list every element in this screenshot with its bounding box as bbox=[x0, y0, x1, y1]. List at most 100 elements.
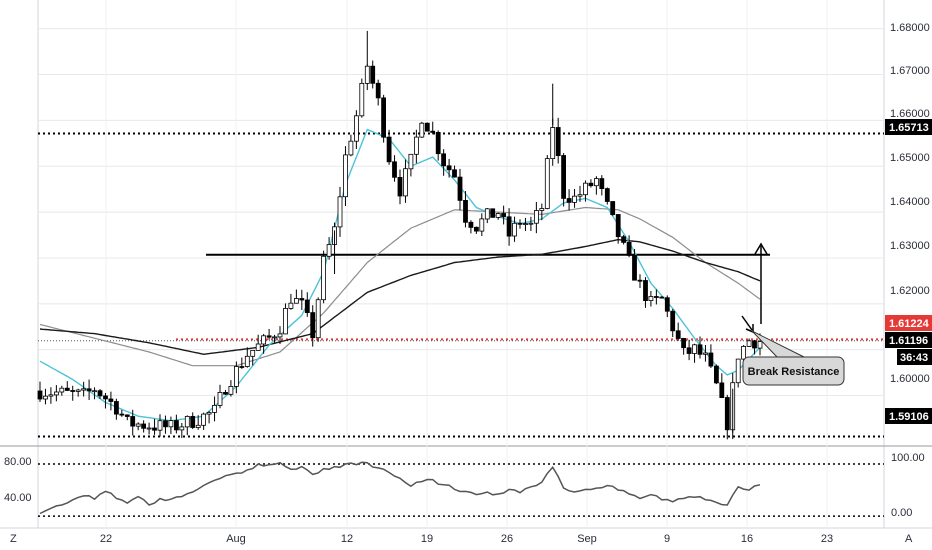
x-tick-label: 26 bbox=[501, 533, 513, 545]
candle-body bbox=[484, 208, 490, 220]
candle-body bbox=[703, 352, 708, 355]
candle-body bbox=[648, 296, 654, 301]
price-tag-1-61224 bbox=[885, 315, 932, 331]
candle-body bbox=[746, 340, 752, 347]
candle-body bbox=[457, 176, 463, 201]
candle-body bbox=[337, 196, 343, 228]
candle-body bbox=[615, 214, 621, 238]
osc-right-tick-label: 100.00 bbox=[891, 452, 925, 464]
candle-body bbox=[343, 154, 348, 198]
candle-body bbox=[435, 131, 441, 155]
candle-body bbox=[315, 299, 321, 339]
candle-body bbox=[534, 210, 539, 224]
y-tick-label: 1.62000 bbox=[890, 285, 930, 297]
candle-body bbox=[528, 222, 534, 225]
candle-body bbox=[446, 165, 452, 171]
candle-body bbox=[277, 333, 283, 338]
candle-body bbox=[233, 366, 239, 387]
osc-left-tick-label: 80.00 bbox=[4, 456, 32, 468]
candle-body bbox=[108, 398, 114, 402]
candle-body bbox=[403, 168, 408, 197]
candle-body bbox=[463, 199, 468, 223]
candle-body bbox=[86, 388, 92, 392]
candle-body bbox=[397, 176, 403, 197]
candle-body bbox=[523, 223, 528, 226]
sma-black-line bbox=[39, 238, 761, 356]
candle-body bbox=[135, 423, 141, 427]
candle-body bbox=[146, 427, 152, 430]
candle-body bbox=[201, 413, 207, 426]
price-tag-1-61196 bbox=[885, 332, 932, 348]
candle-body bbox=[735, 358, 741, 384]
auto-scale-icon[interactable]: A bbox=[905, 533, 913, 545]
candle-body bbox=[353, 115, 359, 142]
candle-body bbox=[190, 415, 196, 428]
callout-box bbox=[742, 356, 845, 386]
candle-body bbox=[217, 391, 223, 406]
candle-body bbox=[266, 335, 272, 338]
candle-body bbox=[610, 201, 616, 216]
x-tick-label: 22 bbox=[100, 533, 112, 545]
oscillator-panel bbox=[38, 461, 884, 517]
candle-body bbox=[659, 296, 665, 299]
candle-body bbox=[473, 226, 479, 232]
candle-body bbox=[244, 355, 250, 367]
x-tick-label: 16 bbox=[741, 533, 753, 545]
candle-body bbox=[654, 296, 659, 298]
candle-body bbox=[97, 390, 103, 397]
candle-body bbox=[381, 97, 387, 138]
candle-body bbox=[157, 420, 163, 431]
candle-body bbox=[604, 188, 610, 202]
candle-body bbox=[664, 297, 670, 312]
y-tick-label: 1.68000 bbox=[890, 22, 930, 34]
candle-body bbox=[621, 236, 626, 243]
candle-body bbox=[637, 279, 643, 282]
candle-body bbox=[288, 302, 294, 309]
candle-body bbox=[195, 424, 201, 428]
candle-body bbox=[310, 312, 316, 339]
candle-body bbox=[43, 395, 48, 400]
candle-body bbox=[550, 127, 556, 160]
candle-body bbox=[757, 341, 763, 349]
price-tag-label: 1.65713 bbox=[889, 122, 929, 134]
candle-body bbox=[490, 208, 496, 218]
annotation-label: Break Resistance bbox=[748, 366, 840, 378]
candle-body bbox=[299, 298, 305, 301]
price-tag-label: 1.61196 bbox=[889, 335, 928, 347]
candle-body bbox=[714, 365, 719, 384]
candle-body bbox=[643, 280, 648, 302]
candle-body bbox=[119, 413, 125, 416]
candle-body bbox=[179, 426, 185, 431]
candle-body bbox=[168, 420, 174, 428]
break-arrow bbox=[741, 315, 753, 331]
candle-body bbox=[130, 416, 136, 427]
candle-body bbox=[54, 391, 59, 396]
candle-body bbox=[386, 136, 392, 163]
drawings: Break Resistance bbox=[741, 242, 845, 386]
candle-body bbox=[124, 414, 130, 417]
candle-body bbox=[70, 390, 76, 392]
oscillator-axis: 80.00 40.00 100.00 0.00 bbox=[4, 452, 925, 519]
osc-line bbox=[39, 461, 761, 515]
candle-body bbox=[681, 337, 686, 349]
candle-body bbox=[468, 221, 474, 228]
y-tick-label: 1.63000 bbox=[890, 240, 930, 252]
candle-body bbox=[424, 122, 430, 132]
candle-body bbox=[413, 136, 419, 155]
candle-body bbox=[697, 344, 703, 355]
candle-body bbox=[152, 427, 157, 431]
candle-body bbox=[594, 178, 599, 187]
candle-body bbox=[392, 161, 397, 178]
candle-body bbox=[561, 155, 566, 199]
candle-body bbox=[223, 391, 228, 395]
timezone-icon[interactable]: Z bbox=[10, 533, 17, 545]
candle-body bbox=[501, 213, 507, 218]
candle-body bbox=[583, 182, 588, 196]
candle-body bbox=[326, 244, 332, 257]
candle-body bbox=[212, 404, 217, 413]
candle-body bbox=[348, 140, 354, 156]
candle-body bbox=[370, 65, 376, 84]
candle-body bbox=[59, 387, 65, 393]
candle-body bbox=[506, 216, 512, 237]
